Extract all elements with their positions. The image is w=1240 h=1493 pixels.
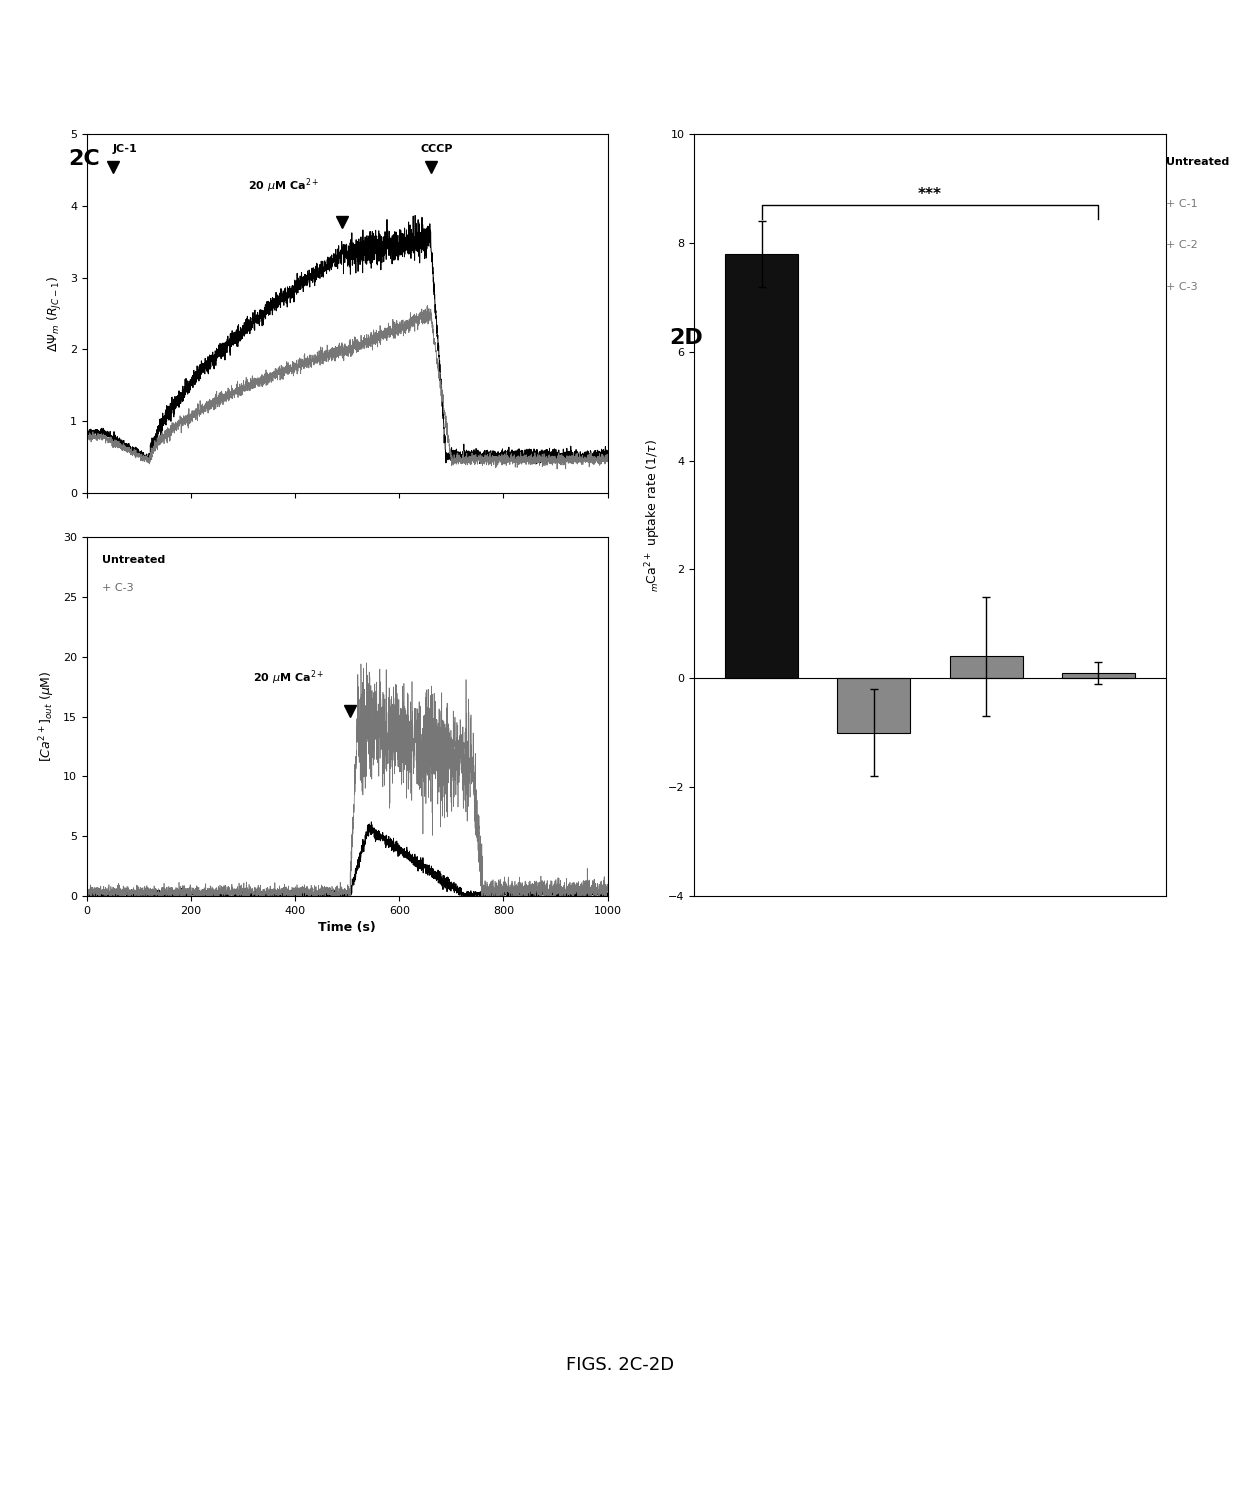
Text: CCCP: CCCP — [420, 145, 453, 154]
Text: 20 $\mu$M Ca$^{2+}$: 20 $\mu$M Ca$^{2+}$ — [253, 669, 325, 687]
Text: 2D: 2D — [670, 328, 703, 348]
Text: ***: *** — [918, 187, 942, 203]
Bar — [725, 254, 799, 678]
Y-axis label: $\Delta\Psi_m$ ($R_{JC-1}$): $\Delta\Psi_m$ ($R_{JC-1}$) — [46, 276, 64, 351]
Text: 20 $\mu$M Ca$^{2+}$: 20 $\mu$M Ca$^{2+}$ — [248, 176, 320, 196]
Text: Untreated: Untreated — [1166, 157, 1229, 167]
Bar — [950, 657, 1023, 678]
X-axis label: Time (s): Time (s) — [319, 921, 376, 935]
Text: 2C: 2C — [68, 149, 100, 169]
Bar — [837, 678, 910, 733]
Text: Untreated: Untreated — [103, 555, 166, 566]
Text: + C-2: + C-2 — [1166, 240, 1198, 251]
Y-axis label: $[Ca^{2+}]_{out}$ ($\mu$M): $[Ca^{2+}]_{out}$ ($\mu$M) — [37, 670, 57, 763]
Text: + C-1: + C-1 — [1166, 199, 1198, 209]
Text: + C-3: + C-3 — [103, 582, 134, 593]
Text: FIGS. 2C-2D: FIGS. 2C-2D — [565, 1356, 675, 1374]
Bar — [1061, 673, 1135, 678]
Y-axis label: $_m$Ca$^{2+}$ uptake rate (1/$\tau$): $_m$Ca$^{2+}$ uptake rate (1/$\tau$) — [644, 439, 662, 591]
Text: + C-3: + C-3 — [1166, 282, 1198, 293]
Text: JC-1: JC-1 — [113, 145, 138, 154]
